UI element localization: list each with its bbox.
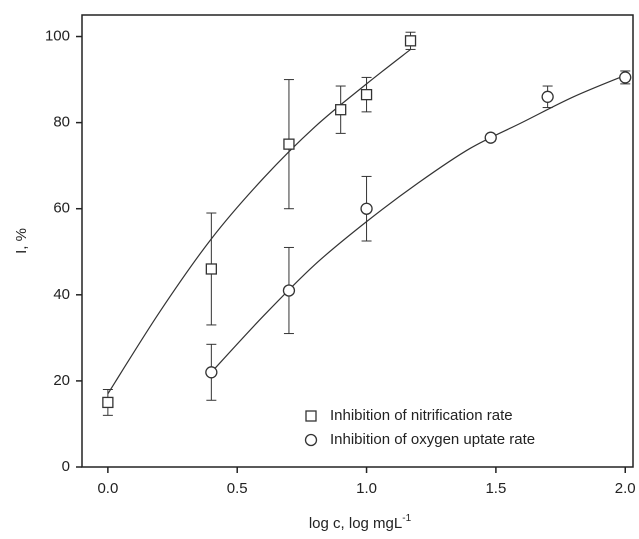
fit-curve xyxy=(210,74,626,373)
y-tick-label: 60 xyxy=(53,200,70,217)
y-tick-label: 40 xyxy=(53,286,70,303)
y-tick-label: 100 xyxy=(45,27,70,44)
data-point xyxy=(335,104,347,116)
data-point xyxy=(484,131,497,144)
data-point xyxy=(541,90,554,103)
data-point xyxy=(283,138,295,150)
x-tick-label: 1.0 xyxy=(356,480,377,497)
data-point xyxy=(360,202,373,215)
fit-curve xyxy=(107,48,411,395)
data-point xyxy=(619,71,632,84)
x-label-sup: -1 xyxy=(402,513,411,524)
data-point xyxy=(102,396,114,409)
x-axis-label: log c, log mgL-1 xyxy=(309,513,412,532)
legend-marker xyxy=(305,410,317,422)
x-label-main: log c, log mgL xyxy=(309,515,402,532)
legend-label: Inhibition of nitrification rate xyxy=(330,407,513,424)
y-tick-label: 0 xyxy=(62,458,70,475)
data-point xyxy=(205,263,217,275)
data-point xyxy=(360,88,373,101)
legend-marker xyxy=(304,433,318,447)
data-point xyxy=(404,35,417,47)
data-point xyxy=(205,366,218,379)
plot-frame xyxy=(81,14,634,468)
x-tick-label: 2.0 xyxy=(615,480,636,497)
data-point xyxy=(282,284,296,297)
legend-label: Inhibition of oxygen uptate rate xyxy=(330,431,535,448)
x-tick-label: 0.5 xyxy=(227,480,248,497)
y-tick-label: 20 xyxy=(53,372,70,389)
x-tick-label: 1.5 xyxy=(485,480,506,497)
y-tick-label: 80 xyxy=(53,114,70,131)
y-axis-label: I, % xyxy=(13,228,30,254)
x-tick-label: 0.0 xyxy=(97,480,118,497)
